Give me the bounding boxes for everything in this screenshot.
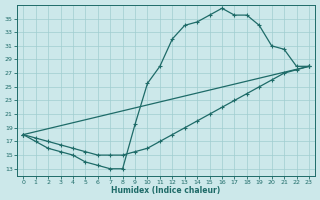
X-axis label: Humidex (Indice chaleur): Humidex (Indice chaleur) xyxy=(111,186,221,195)
